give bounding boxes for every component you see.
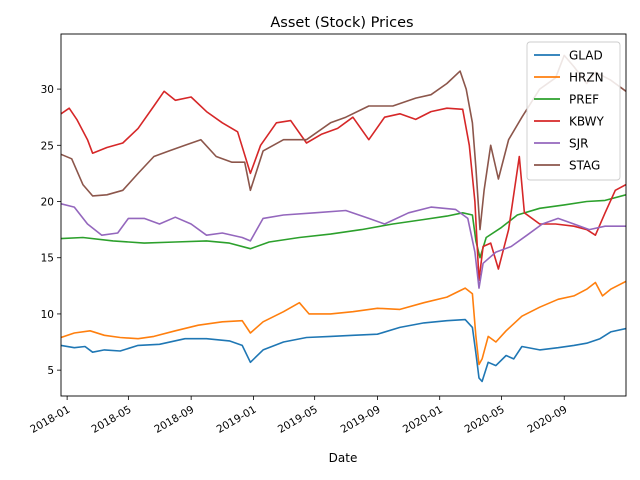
legend-label-hrzn: HRZN <box>569 71 604 85</box>
y-tick-label: 25 <box>41 140 54 152</box>
chart-title: Asset (Stock) Prices <box>270 15 413 31</box>
series-line-hrzn <box>61 280 626 366</box>
legend-label-sjr: SJR <box>569 137 589 151</box>
series-line-pref <box>61 194 626 259</box>
legend: GLAD HRZN PREF KBWY SJR STAG <box>526 41 621 181</box>
legend-label-stag: STAG <box>569 159 600 173</box>
y-tick-label: 15 <box>41 253 54 265</box>
plot-frame <box>60 33 627 397</box>
y-tick-label: 20 <box>41 197 54 209</box>
series-line-glad <box>61 318 626 383</box>
y-tick-label: 30 <box>41 84 54 96</box>
series-line-sjr <box>61 203 626 289</box>
y-tick-label: 10 <box>41 309 54 321</box>
legend-label-pref: PREF <box>569 93 599 107</box>
y-tick-label: 5 <box>47 365 54 377</box>
legend-label-kbwy: KBWY <box>569 115 605 129</box>
series-line-kbwy <box>61 90 626 281</box>
x-axis-title: Date <box>329 451 358 465</box>
y-axis: 5 10 15 20 25 30 <box>41 84 61 377</box>
legend-label-glad: GLAD <box>569 49 603 63</box>
